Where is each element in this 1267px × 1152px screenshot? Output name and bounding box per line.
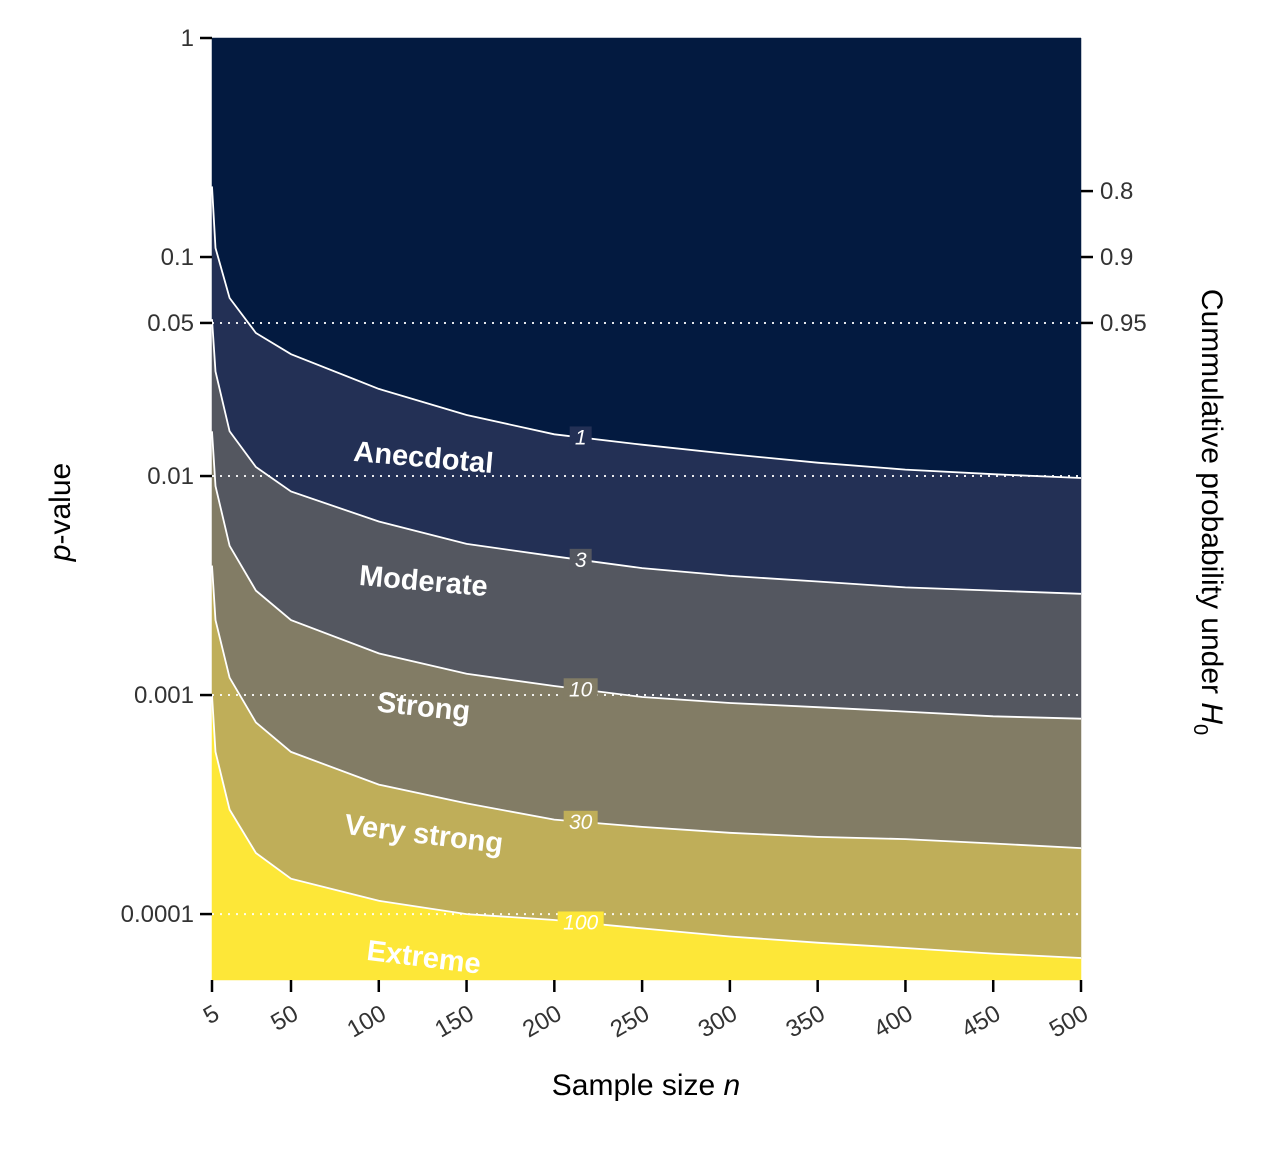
y-tick-label: 0.1 [161,244,194,271]
x-tick-label: 50 [266,1000,303,1037]
y2-tick-label: 0.95 [1100,310,1147,337]
x-tick-label: 150 [430,1000,478,1043]
contour-label-bg [563,810,598,833]
y-tick-label: 0.001 [134,682,194,709]
contour-line [211,695,1082,959]
y-tick-label: 0.05 [147,310,194,337]
left-axis: 1 0.1 0.05 0.01 0.001 0.0001 [121,25,212,928]
reference-lines [212,321,1081,916]
y-tick-label: 1 [181,25,194,52]
bottom-axis: 5 50 100 150 200 250 300 350 400 450 500 [199,980,1093,1043]
contour-label: 30 [569,811,593,834]
x-tick-label: 200 [518,1000,566,1043]
contour-label-bg [569,548,592,571]
right-axis: 0.8 0.9 0.95 [1081,178,1147,337]
contour-label: 100 [563,911,598,934]
contour-line [211,431,1082,720]
y-axis-title: p-value [44,463,77,562]
contour-line [211,319,1082,595]
contour-label-bg [569,426,592,449]
contour-label-bg [557,911,604,934]
y2-tick-label: 0.8 [1100,178,1133,205]
x-tick-label: 450 [957,1000,1005,1043]
contour-labels: 1 3 10 30 100 [557,426,604,934]
evidence-bands [211,37,1082,981]
x-tick-label: 400 [869,1000,917,1043]
contour-line [211,186,1082,479]
x-tick-label: 350 [781,1000,829,1043]
x-tick-label: 300 [694,1000,742,1043]
contour-label: 10 [569,678,593,701]
contour-label: 3 [575,549,587,572]
contour-lines [211,186,1082,959]
x-tick-label: 5 [199,1000,224,1030]
x-tick-label: 250 [606,1000,654,1043]
y2-tick-label: 0.9 [1100,244,1133,271]
y-tick-label: 0.01 [147,463,194,490]
contour-label-bg [563,678,598,701]
x-tick-label: 500 [1045,1000,1093,1043]
contour-label: 1 [575,426,587,449]
y-tick-label: 0.0001 [121,901,194,928]
y2-axis-title: Cummulative probability under H0 [1189,289,1228,735]
x-tick-label: 100 [343,1000,391,1043]
x-axis-title: Sample size n [552,1069,740,1102]
contour-line [211,565,1082,849]
